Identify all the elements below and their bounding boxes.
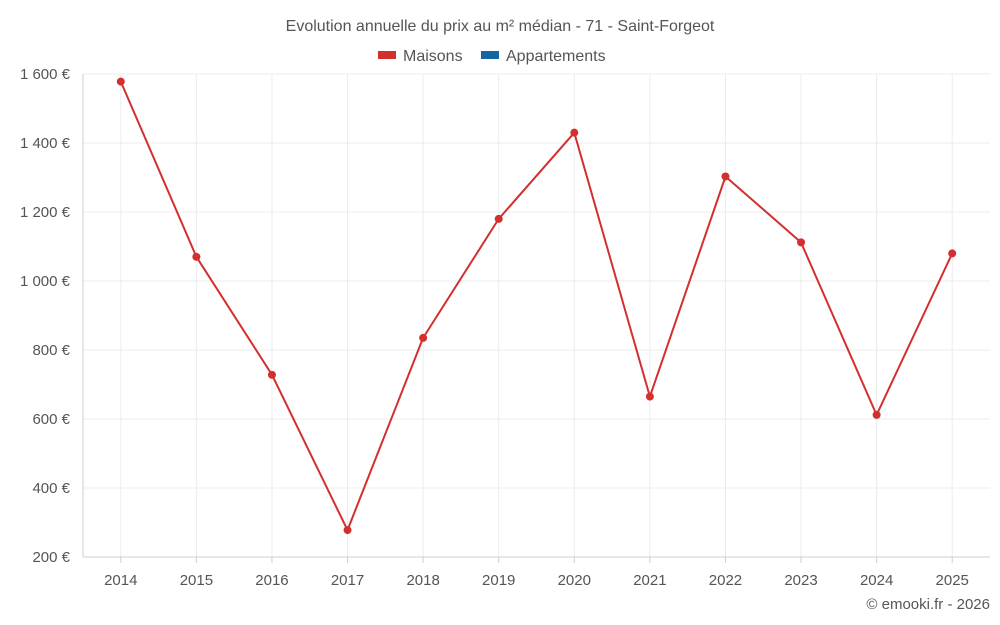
y-tick-label-7: 1 600 € — [20, 66, 71, 83]
legend-label-1[interactable]: Appartements — [506, 48, 606, 65]
data-point-2025[interactable] — [948, 249, 957, 258]
data-point-2015[interactable] — [192, 252, 201, 261]
x-tick-label-5: 2019 — [482, 572, 515, 589]
y-tick-label-2: 600 € — [32, 411, 70, 428]
x-tick-label-9: 2023 — [784, 572, 817, 589]
grid — [83, 73, 990, 557]
data-point-2018[interactable] — [419, 333, 428, 342]
x-tick-label-3: 2017 — [331, 572, 364, 589]
data-point-2016[interactable] — [267, 370, 276, 379]
axes: 200 € 400 € 600 € 800 € 1 000 € 1 200 € 1 400 … — [20, 66, 990, 589]
credit-text: © emooki.fr - 2026 — [866, 596, 990, 613]
x-tick-label-4: 2018 — [406, 572, 439, 589]
x-tick-label-1: 2015 — [180, 572, 213, 589]
data-point-2024[interactable] — [872, 410, 881, 419]
legend-swatch-0[interactable] — [378, 51, 396, 59]
y-tick-label-3: 800 € — [32, 342, 70, 359]
series-layer — [116, 77, 957, 535]
y-tick-label-5: 1 200 € — [20, 204, 71, 221]
data-point-2019[interactable] — [494, 214, 503, 223]
data-point-2020[interactable] — [570, 128, 579, 137]
x-tick-label-6: 2020 — [558, 572, 591, 589]
data-point-2023[interactable] — [797, 238, 806, 247]
x-tick-label-8: 2022 — [709, 572, 742, 589]
series-line-maisons — [119, 81, 954, 532]
legend: Maisons Appartements — [378, 48, 606, 65]
data-point-2014[interactable] — [116, 77, 125, 86]
legend-label-0[interactable]: Maisons — [403, 48, 463, 65]
y-tick-label-0: 200 € — [32, 549, 70, 566]
legend-swatch-1[interactable] — [481, 51, 499, 59]
x-tick-label-2: 2016 — [255, 572, 288, 589]
data-point-2022[interactable] — [721, 172, 730, 181]
y-tick-label-4: 1 000 € — [20, 273, 71, 290]
x-tick-label-10: 2024 — [860, 572, 893, 589]
x-tick-label-7: 2021 — [633, 572, 666, 589]
y-tick-label-6: 1 400 € — [20, 135, 71, 152]
data-point-2017[interactable] — [343, 526, 352, 535]
data-point-2021[interactable] — [645, 392, 654, 401]
x-tick-label-11: 2025 — [936, 572, 969, 589]
chart-title: Evolution annuelle du prix au m² médian … — [286, 18, 715, 35]
y-tick-label-1: 400 € — [32, 480, 70, 497]
x-tick-label-0: 2014 — [104, 572, 137, 589]
